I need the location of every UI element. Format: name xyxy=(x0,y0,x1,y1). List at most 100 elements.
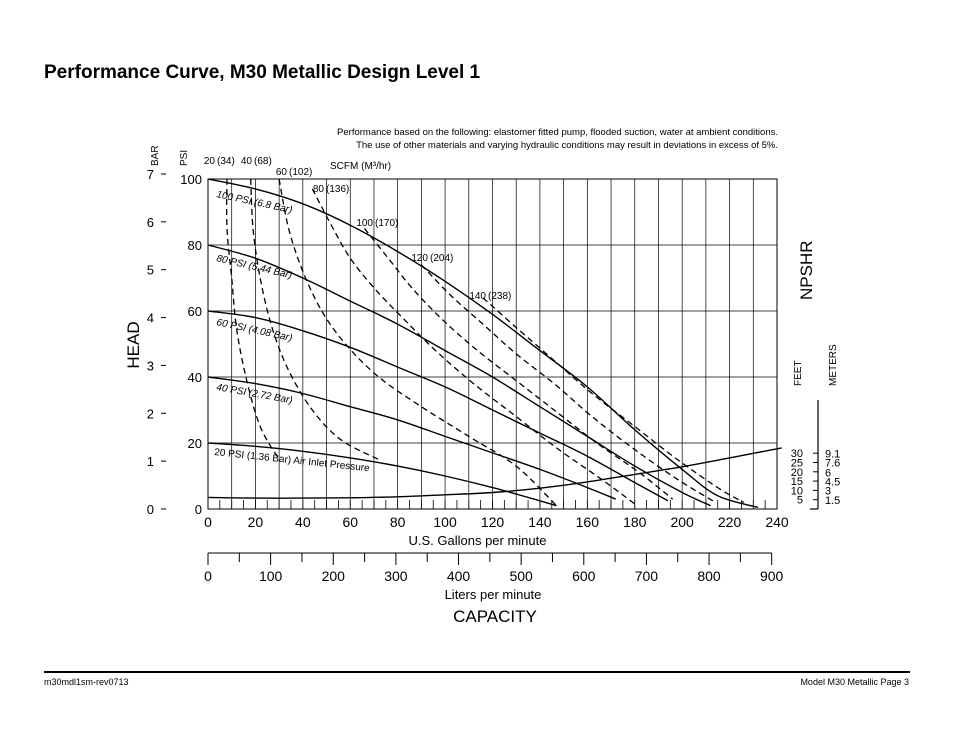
scfm-curve-label-m3: (34) xyxy=(217,156,235,167)
scfm-curve xyxy=(250,178,380,461)
psi-tick-label: 60 xyxy=(188,304,202,319)
scfm-curve-label-m3: (102) xyxy=(289,167,312,178)
liters-tick-label: 900 xyxy=(760,568,784,584)
gpm-tick-label: 100 xyxy=(433,514,457,530)
gpm-tick-label: 180 xyxy=(623,514,647,530)
npshr-feet-tick-label: 20 xyxy=(791,467,803,479)
psi-tick-label: 0 xyxy=(195,502,202,517)
inlet-pressure-curve xyxy=(207,310,669,502)
npshr-feet-tick-label: 25 xyxy=(791,458,803,470)
inlet-pressure-curve xyxy=(207,244,711,507)
scfm-curve-label-m3: (68) xyxy=(254,156,272,167)
page-title: Performance Curve, M30 Metallic Design L… xyxy=(44,62,481,83)
scfm-curve xyxy=(363,228,674,500)
psi-tick-label: 40 xyxy=(188,370,202,385)
head-axis-label: HEAD xyxy=(124,321,143,368)
scfm-curve-label-m3: (238) xyxy=(488,291,511,302)
gpm-tick-label: 20 xyxy=(248,514,264,530)
note-line-1: Performance based on the following: elas… xyxy=(337,127,778,138)
bar-tick-label: 3 xyxy=(147,358,154,373)
gpm-tick-label: 140 xyxy=(528,514,552,530)
scfm-header: SCFM (M³/hr) xyxy=(330,161,391,172)
npshr-axis-label: NPSHR xyxy=(797,240,816,300)
npshr-feet-tick-label: 30 xyxy=(791,448,803,460)
bar-tick-label: 1 xyxy=(147,454,154,469)
chart-curves xyxy=(207,178,782,509)
npshr-feet-tick-label: 15 xyxy=(791,476,803,488)
gpm-tick-label: 0 xyxy=(204,514,212,530)
scfm-curve xyxy=(225,178,280,460)
scfm-curve-label-m3: (170) xyxy=(375,218,398,229)
npshr-meters-label: METERS xyxy=(828,344,839,386)
liters-tick-label: 0 xyxy=(204,568,212,584)
bar-tick-label: 7 xyxy=(147,167,154,182)
liters-tick-label: 100 xyxy=(259,568,283,584)
bar-tick-label: 0 xyxy=(147,502,154,517)
gpm-tick-label: 220 xyxy=(718,514,742,530)
npshr-feet-tick-label: 5 xyxy=(797,495,803,507)
footer-page-label: Model M30 Metallic Page 3 xyxy=(800,677,909,687)
psi-tick-label: 100 xyxy=(180,172,202,187)
liters-tick-label: 300 xyxy=(384,568,408,584)
bar-tick-label: 5 xyxy=(147,263,154,278)
liters-tick-label: 200 xyxy=(322,568,346,584)
scfm-curve-label: 120 xyxy=(411,253,428,264)
bar-tick-label: 6 xyxy=(147,215,154,230)
scfm-curve xyxy=(311,188,638,507)
inlet-pressure-label: 40 PSI (2.72 Bar) xyxy=(215,382,293,406)
psi-tick-label: 80 xyxy=(188,238,202,253)
scfm-curve xyxy=(278,178,557,507)
npshr-curve xyxy=(207,447,782,499)
scfm-curve-label: 80 xyxy=(313,184,325,195)
gpm-tick-label: 40 xyxy=(295,514,311,530)
npshr-meters-tick-label: 3 xyxy=(825,486,831,498)
psi-axis-label: PSI xyxy=(179,150,190,166)
npshr-meters-tick-label: 4.5 xyxy=(825,477,840,489)
scfm-curve xyxy=(482,297,745,503)
scfm-curve xyxy=(420,264,716,503)
npshr-feet-label: FEET xyxy=(793,360,804,386)
npshr-meters-tick-label: 1.5 xyxy=(825,495,840,507)
scfm-curve-label: 140 xyxy=(469,291,486,302)
gpm-tick-label: 200 xyxy=(670,514,694,530)
inlet-pressure-curve xyxy=(207,178,759,509)
gpm-tick-label: 60 xyxy=(342,514,358,530)
bar-tick-label: 2 xyxy=(147,406,154,421)
psi-tick-label: 20 xyxy=(188,436,202,451)
liters-tick-label: 800 xyxy=(697,568,721,584)
npshr-meters-tick-label: 9.1 xyxy=(825,448,840,460)
capacity-label: CAPACITY xyxy=(453,607,537,626)
npshr-feet-tick-label: 10 xyxy=(791,485,803,497)
gpm-axis-label: U.S. Gallons per minute xyxy=(408,533,546,548)
inlet-pressure-curve xyxy=(207,376,617,500)
inlet-pressure-curve xyxy=(207,442,557,507)
chart-labels: 100 PSI (6.8 Bar)80 PSI (5.44 Bar)60 PSI… xyxy=(204,156,511,474)
scfm-curve-label: 40 xyxy=(241,156,253,167)
scfm-curve-label-m3: (204) xyxy=(430,253,453,264)
test-conditions-note: Performance based on the following: elas… xyxy=(218,126,778,152)
scfm-curve-label: 20 xyxy=(204,156,216,167)
liters-tick-label: 400 xyxy=(447,568,471,584)
gpm-tick-label: 240 xyxy=(765,514,789,530)
scfm-curve-label: 100 xyxy=(356,218,373,229)
liters-tick-label: 700 xyxy=(635,568,659,584)
footer-rule xyxy=(44,671,910,673)
liters-tick-label: 600 xyxy=(572,568,596,584)
bar-axis-label: BAR xyxy=(150,145,161,166)
scfm-curve-label-m3: (136) xyxy=(326,184,349,195)
scfm-curve-label: 60 xyxy=(276,167,288,178)
npshr-meters-tick-label: 6 xyxy=(825,467,831,479)
note-line-2: The use of other materials and varying h… xyxy=(356,140,778,151)
inlet-pressure-label: 20 PSI (1.36 Bar) Air Inlet Pressure xyxy=(214,447,371,474)
npshr-meters-tick-label: 7.6 xyxy=(825,458,840,470)
footer-document-code: m30mdl1sm-rev0713 xyxy=(44,677,129,687)
gpm-tick-label: 80 xyxy=(390,514,406,530)
gpm-tick-label: 160 xyxy=(576,514,600,530)
gpm-tick-label: 120 xyxy=(481,514,505,530)
inlet-pressure-label: 60 PSI (4.08 Bar) xyxy=(215,317,293,344)
chart-grid xyxy=(207,178,778,510)
liters-tick-label: 500 xyxy=(509,568,533,584)
liters-axis-label: Liters per minute xyxy=(445,587,542,602)
